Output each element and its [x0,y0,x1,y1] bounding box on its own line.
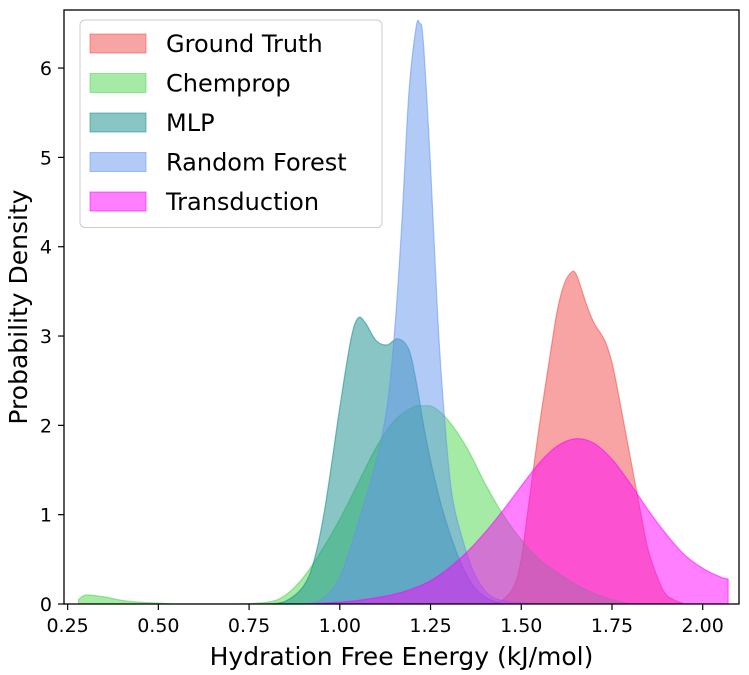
y-tick-label: 5 [40,147,52,169]
x-tick-label: 0.25 [46,615,88,637]
legend-swatch-random-forest [89,152,147,172]
x-tick-label: 1.75 [591,615,633,637]
legend-swatch-mlp [89,112,147,133]
legend-label-transduction: Transduction [165,188,319,216]
legend-swatch-chemprop [89,73,147,93]
axes-frame [63,9,740,605]
y-axis-label: Probability Density [4,189,33,424]
y-tick-label: 1 [40,505,52,527]
legend-swatch-transduction [89,191,147,212]
y-axis: 0 1 2 3 4 5 6 [40,58,64,616]
legend-label-random-forest: Random Forest [166,149,347,177]
x-tick-label: 0.75 [228,615,270,637]
y-tick-label: 0 [40,594,52,616]
x-tick-label: 1.00 [319,615,361,637]
x-tick-label: 0.50 [137,615,179,637]
legend-label-chemprop: Chemprop [166,70,291,98]
legend-box [79,19,383,228]
y-tick-label: 2 [40,415,52,437]
series-layer [77,19,729,604]
x-tick-label: 1.25 [409,615,451,637]
legend-label-ground-truth: Ground Truth [166,30,323,58]
x-axis-label: Hydration Free Energy (kJ/mol) [210,642,594,671]
legend-label-mlp: MLP [166,109,215,137]
legend-swatch-ground-truth [89,33,147,54]
y-tick-label: 4 [40,237,52,259]
y-tick-label: 3 [40,326,52,348]
x-axis: 0.25 0.50 0.75 1.00 1.25 1.50 1.75 2.00 [46,604,724,637]
density-area-transduction [303,438,729,604]
x-tick-label: 1.50 [500,615,542,637]
legend: Ground Truth Chemprop MLP Random Forest Tran… [79,19,383,228]
y-tick-label: 6 [40,58,52,80]
x-tick-label: 2.00 [682,615,724,637]
